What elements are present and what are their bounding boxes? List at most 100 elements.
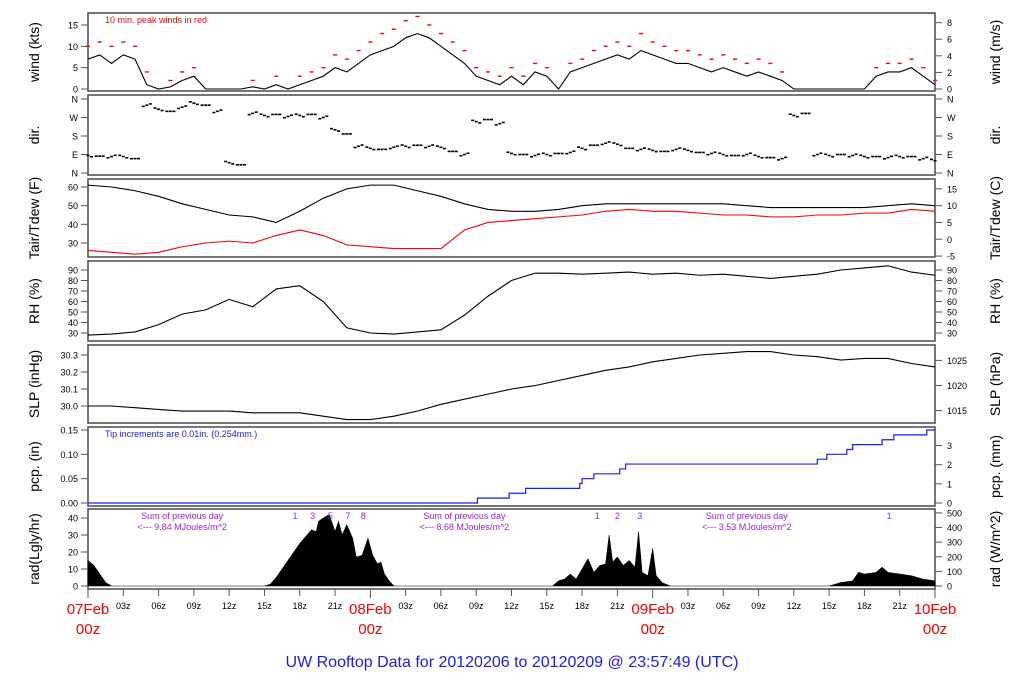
x-tick-label: 09z — [187, 601, 202, 611]
slp-ylabel-right: SLP (hPa) — [987, 352, 1003, 416]
pcp-ylabel-left: pcp. (in) — [26, 441, 42, 492]
day-time-label: 00z — [358, 621, 382, 638]
dir-right-tick-label: N — [947, 169, 954, 179]
day-date-label: 09Feb — [631, 601, 674, 618]
slp-left-tick-label: 30.1 — [60, 385, 78, 395]
pcp-right-tick-label: 2 — [947, 460, 952, 470]
wind-right-tick-label: 2 — [947, 68, 952, 78]
radiation-area — [87, 514, 936, 587]
x-tick-label: 03z — [116, 601, 131, 611]
pcp-right-tick-label: 1 — [947, 479, 952, 489]
temp-right-tick-label: 5 — [947, 218, 952, 228]
daily-sum-label: Sum of previous day — [706, 511, 789, 521]
wind-left-tick-label: 10 — [68, 42, 78, 52]
rh-left-tick-label: 50 — [68, 308, 78, 318]
chart-title: UW Rooftop Data for 20120206 to 20120209… — [286, 654, 739, 671]
dir-right-tick-label: E — [947, 150, 953, 160]
slp-right-tick-label: 1015 — [947, 406, 967, 416]
rh-right-tick-label: 80 — [947, 276, 957, 286]
x-tick-label: 15z — [822, 601, 837, 611]
temp-right-tick-label: 0 — [947, 235, 952, 245]
slp-panel-frame — [87, 344, 936, 424]
pcp-left-tick-label: 0.00 — [60, 499, 78, 509]
x-tick-label: 21z — [892, 601, 907, 611]
daily-sum-label: Sum of previous day — [141, 511, 224, 521]
x-tick-label: 06z — [151, 601, 166, 611]
wind-annotation: 10 min. peak winds in red — [105, 15, 207, 25]
temp-ylabel-right: Tair/Tdew (C) — [987, 176, 1003, 260]
rad-hour-mark: 7 — [345, 511, 350, 521]
day-date-label: 08Feb — [349, 601, 392, 618]
slp-right-tick-label: 1025 — [947, 356, 967, 366]
pcp-left-tick-label: 0.05 — [60, 474, 78, 484]
rh-left-tick-label: 90 — [68, 266, 78, 276]
rad-right-tick-label: 400 — [947, 523, 962, 533]
wind-ylabel-left: wind (kts) — [26, 22, 42, 83]
pcp-right-tick-label: 3 — [947, 441, 952, 451]
rad-left-tick-label: 0 — [73, 582, 78, 592]
temp-right-tick-label: -5 — [947, 252, 955, 262]
rh-ylabel-left: RH (%) — [26, 278, 42, 324]
x-tick-label: 15z — [257, 601, 272, 611]
rad-hour-mark: 1 — [293, 511, 298, 521]
rad-left-tick-label: 40 — [68, 514, 78, 524]
dir-left-tick-label: E — [72, 150, 78, 160]
x-tick-label: 12z — [787, 601, 802, 611]
daily-sum-value: <--- 3.53 MJoules/m^2 — [702, 522, 792, 532]
pcp-annotation: Tip increments are 0.01in. (0.254mm.) — [105, 429, 257, 439]
temp-left-tick-label: 30 — [68, 239, 78, 249]
wind-right-tick-label: 6 — [947, 35, 952, 45]
wind-left-tick-label: 0 — [73, 85, 78, 95]
day-date-label: 10Feb — [914, 601, 957, 618]
temp-left-tick-label: 50 — [68, 201, 78, 211]
temp-panel-frame — [87, 178, 936, 258]
dir-right-tick-label: N — [947, 95, 954, 105]
temp-left-tick-label: 40 — [68, 220, 78, 230]
temp-series-tdew — [87, 208, 936, 255]
rad-hour-mark: 3 — [310, 511, 315, 521]
precip-step-line — [88, 429, 935, 504]
rh-right-tick-label: 50 — [947, 308, 957, 318]
temp-right-tick-label: 15 — [947, 184, 957, 194]
day-time-label: 00z — [76, 621, 100, 638]
wind-right-tick-label: 0 — [947, 85, 952, 95]
pcp-right-tick-label: 0 — [947, 499, 952, 509]
rh-panel-frame — [87, 260, 936, 342]
daily-sum-value: <--- 9.84 MJoules/m^2 — [137, 522, 227, 532]
slp-left-tick-label: 30.0 — [60, 402, 78, 412]
rad-hour-mark: 8 — [361, 511, 366, 521]
x-tick-label: 09z — [751, 601, 766, 611]
x-tick-label: 21z — [610, 601, 625, 611]
slp-ylabel-left: SLP (inHg) — [26, 350, 42, 418]
pcp-left-tick-label: 0.15 — [60, 426, 78, 436]
rh-left-tick-label: 30 — [68, 329, 78, 339]
dir-right-tick-label: S — [947, 132, 953, 142]
wind-right-tick-label: 8 — [947, 18, 952, 28]
rad-right-tick-label: 0 — [947, 582, 952, 592]
x-tick-label: 12z — [222, 601, 237, 611]
x-tick-label: 18z — [292, 601, 307, 611]
wind-ylabel-right: wind (m/s) — [987, 20, 1003, 86]
day-date-label: 07Feb — [67, 601, 110, 618]
x-tick-label: 12z — [504, 601, 519, 611]
daily-sum-value: <--- 8.68 MJoules/m^2 — [420, 522, 510, 532]
dir-left-tick-label: W — [70, 113, 79, 123]
slp-series-slp — [88, 351, 936, 421]
x-tick-label: 03z — [681, 601, 696, 611]
dir-left-tick-label: S — [72, 132, 78, 142]
pcp-ylabel-right: pcp. (mm) — [987, 435, 1003, 498]
x-tick-label: 15z — [540, 601, 555, 611]
temp-series-tair — [87, 184, 936, 224]
dir-ylabel-left: dir. — [26, 126, 42, 145]
rh-series-rh — [87, 265, 936, 336]
rh-left-tick-label: 70 — [68, 287, 78, 297]
dir-right-tick-label: W — [947, 113, 956, 123]
x-tick-label: 09z — [469, 601, 484, 611]
rad-left-tick-label: 10 — [68, 565, 78, 575]
wind-left-tick-label: 15 — [68, 21, 78, 31]
temp-left-tick-label: 60 — [68, 183, 78, 193]
rh-left-tick-label: 60 — [68, 297, 78, 307]
slp-left-tick-label: 30.3 — [60, 351, 78, 361]
daily-sum-label: Sum of previous day — [423, 511, 506, 521]
